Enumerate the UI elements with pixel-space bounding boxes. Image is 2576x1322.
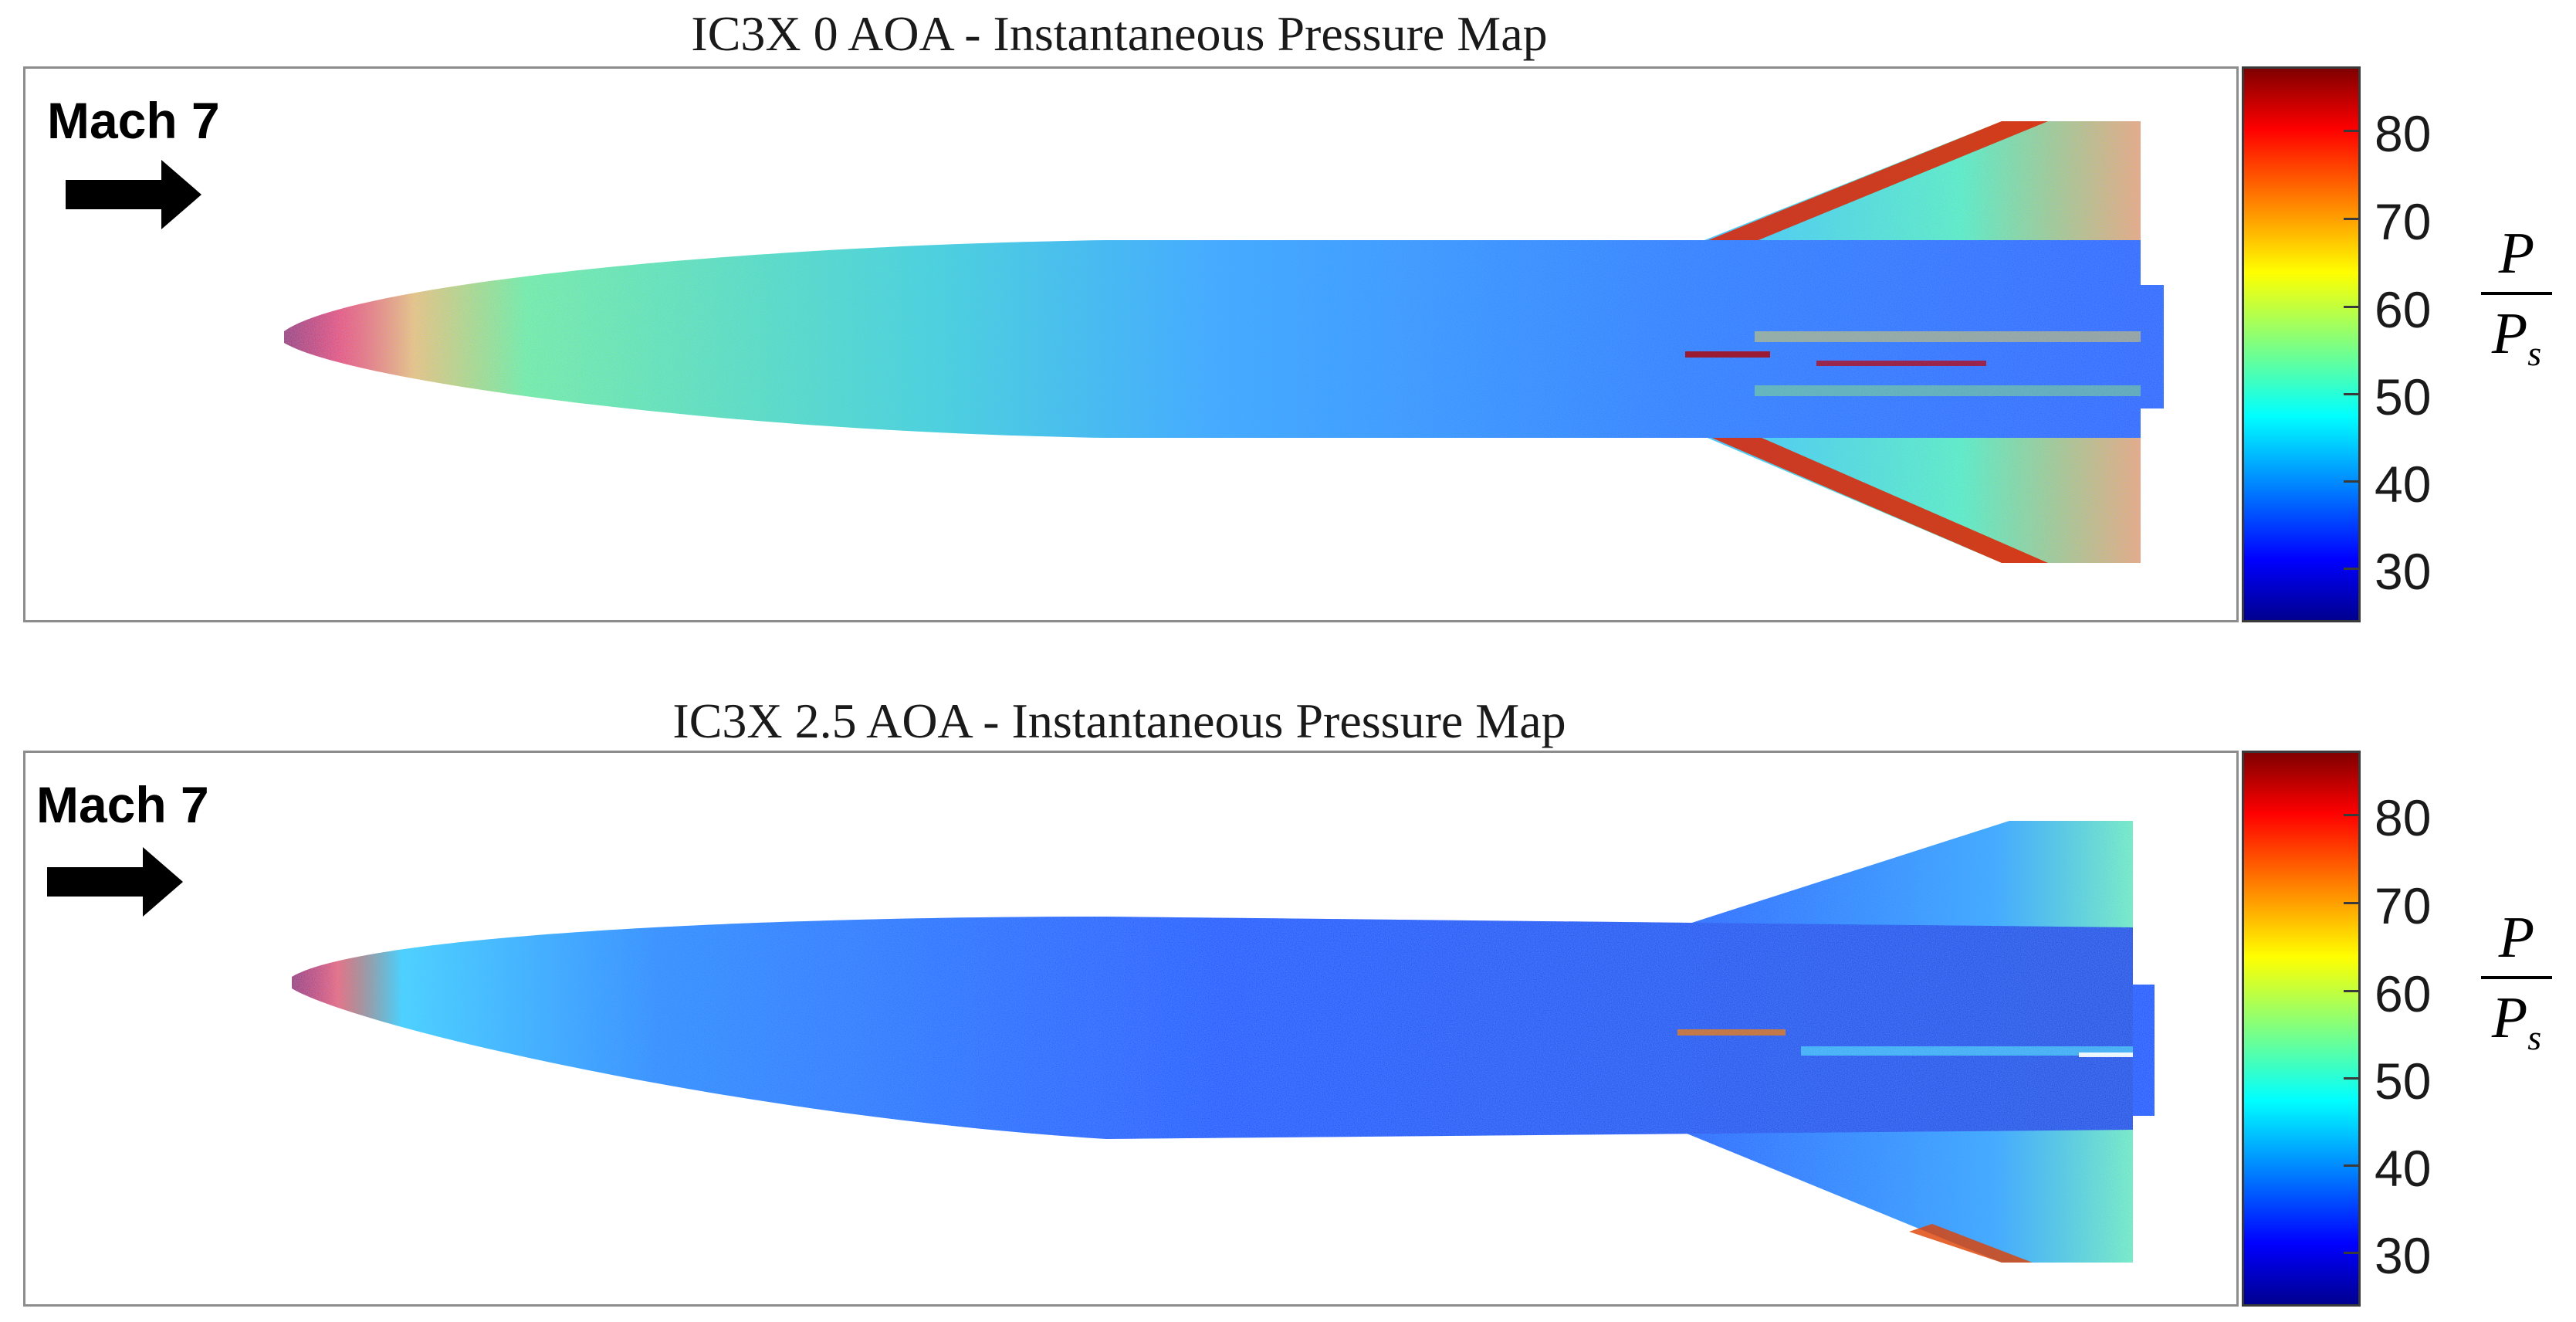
panel-1-mach-label: Mach 7	[47, 92, 220, 149]
panel-1-tick-label: 30	[2375, 543, 2432, 600]
panel-2-tick-mark	[2344, 814, 2361, 816]
panel-2-title: IC3X 2.5 AOA - Instantaneous Pressure Ma…	[672, 693, 1566, 748]
panel-2-streak-3	[2079, 1053, 2133, 1057]
panel-2-mach-label: Mach 7	[36, 776, 209, 833]
panel-1-body	[284, 240, 2141, 438]
panel-1-tick-mark	[2344, 480, 2361, 483]
panel-2-body	[292, 917, 2133, 1139]
panel-2-tick-label: 60	[2375, 965, 2432, 1022]
panel-2-tick-label: 50	[2375, 1053, 2432, 1110]
panel-1-tick-label: 70	[2375, 193, 2432, 250]
panel-2-lower-fin	[1677, 1130, 2133, 1263]
panel-2-streak-2	[1801, 1046, 2133, 1056]
panel-2-tick-mark	[2344, 902, 2361, 904]
panel-1-colorbar-label: P Ps	[2470, 224, 2563, 371]
colorbar-label-numerator: P	[2498, 905, 2535, 970]
panel-2-tick-mark	[2344, 1077, 2361, 1080]
panel-2-tick-label: 70	[2375, 877, 2432, 934]
panel-1-tick-mark	[2344, 393, 2361, 395]
fraction-bar	[2481, 976, 2552, 979]
panel-2-plot-area: Mach 7	[23, 751, 2239, 1307]
panel-2-tick-label: 80	[2375, 789, 2432, 846]
colorbar-label-denominator: Ps	[2491, 985, 2542, 1058]
panel-1-streak-2	[1816, 361, 1986, 366]
panel-2-flow-arrow-icon	[47, 847, 183, 917]
panel-1-streak-4	[1755, 385, 2141, 396]
panel-1-streak-3	[1755, 331, 2141, 342]
panel-1-tick-label: 60	[2375, 281, 2432, 338]
panel-2-tick-label: 30	[2375, 1227, 2432, 1284]
panel-2-upper-fin	[1677, 821, 2133, 938]
panel-1-streak-1	[1685, 351, 1770, 358]
panel-1-title: IC3X 0 AOA - Instantaneous Pressure Map	[691, 6, 1548, 61]
panel-2-tick-label: 40	[2375, 1140, 2432, 1197]
panel-1-colorbar	[2242, 66, 2361, 622]
panel-1-upper-fin-edge	[1708, 121, 2048, 242]
panel-2-lower-fin-edge	[1909, 1224, 2033, 1263]
panel-2-streak-1	[1677, 1029, 1786, 1036]
panel-2-tick-mark	[2344, 1164, 2361, 1167]
panel-1-tick-label: 80	[2375, 105, 2432, 162]
panel-2-pressure-map	[292, 821, 2155, 1263]
panel-2-tick-mark	[2344, 990, 2361, 992]
panel-2-colorbar	[2242, 751, 2361, 1307]
panel-1-tick-mark	[2344, 568, 2361, 570]
colorbar-label-denominator: Ps	[2491, 301, 2542, 374]
panel-2-nozzle	[2133, 985, 2155, 1116]
panel-1-tick-mark	[2344, 218, 2361, 220]
panel-2-tick-mark	[2344, 1252, 2361, 1254]
panel-1-tick-mark	[2344, 130, 2361, 132]
panel-1-pressure-map	[284, 121, 2164, 563]
panel-1-nozzle	[2141, 285, 2164, 408]
panel-2-colorbar-label: P Ps	[2470, 908, 2563, 1056]
colorbar-label-numerator: P	[2498, 221, 2535, 286]
fraction-bar	[2481, 292, 2552, 295]
panel-1-tick-label: 50	[2375, 368, 2432, 425]
panel-1-lower-fin-edge	[1708, 435, 2048, 563]
panel-1-tick-mark	[2344, 306, 2361, 308]
panel-1-flow-arrow-icon	[66, 160, 201, 229]
panel-1-tick-label: 40	[2375, 456, 2432, 513]
panel-1-plot-area: Mach 7	[23, 66, 2239, 622]
